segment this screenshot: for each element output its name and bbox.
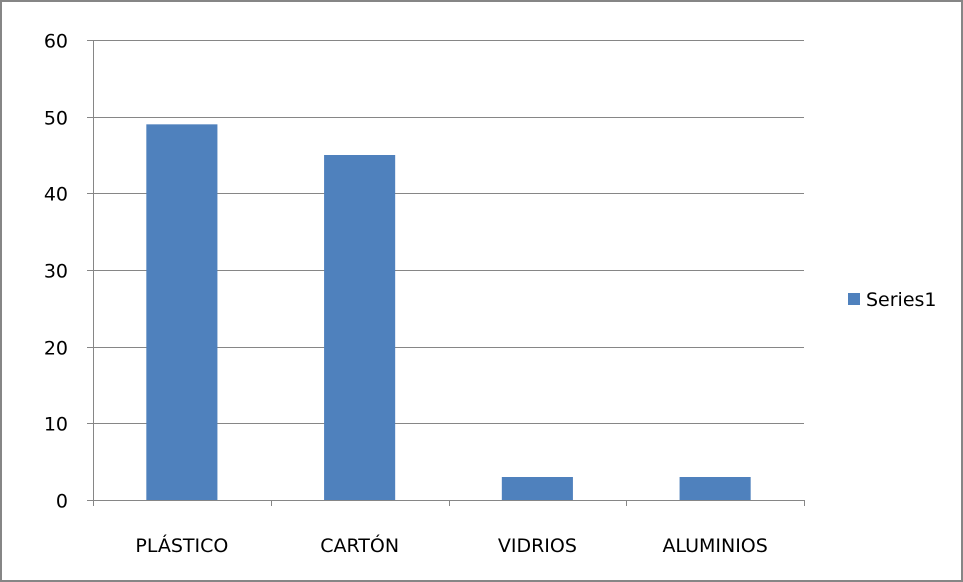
legend-label-series1: Series1 [866,289,937,311]
bar-vidrios [501,477,573,500]
y-tick-label-0: 0 [56,491,68,513]
legend: Series1 [848,289,937,311]
y-tick-labels: 0 10 20 30 40 50 60 [44,31,68,513]
y-tick-label-10: 10 [44,414,68,436]
y-tick-label-40: 40 [44,184,68,206]
y-tick-label-20: 20 [44,338,68,360]
x-tick-label-2: VIDRIOS [498,535,577,557]
y-tick-label-30: 30 [44,261,68,283]
x-tick-label-3: ALUMINIOS [662,535,767,557]
bar-cartón [324,155,396,500]
x-tick-labels: PLÁSTICO CARTÓN VIDRIOS ALUMINIOS [135,533,767,557]
legend-swatch-series1 [848,293,860,305]
bar-plástico [146,124,218,500]
y-tick-label-50: 50 [44,108,68,130]
bar-aluminios [679,477,751,500]
x-tick-label-1: CARTÓN [320,533,399,557]
y-tick-label-60: 60 [44,31,68,53]
bars [146,124,751,500]
x-tick-label-0: PLÁSTICO [135,534,228,557]
axes [87,40,805,506]
